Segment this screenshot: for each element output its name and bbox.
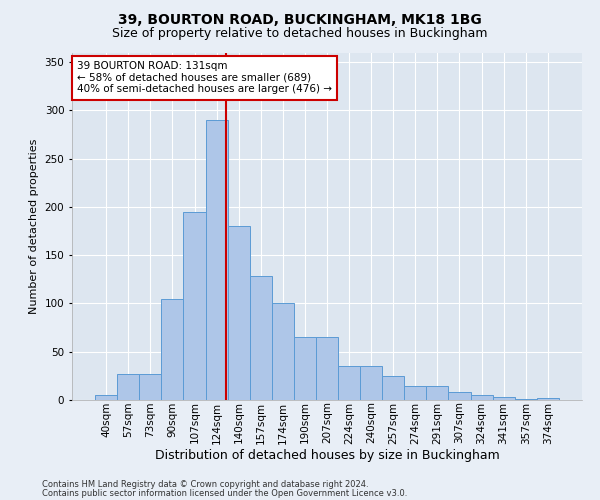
Bar	[427, 386, 448, 400]
Text: 39 BOURTON ROAD: 131sqm
← 58% of detached houses are smaller (689)
40% of semi-d: 39 BOURTON ROAD: 131sqm ← 58% of detache…	[77, 61, 332, 94]
Bar	[537, 398, 559, 400]
Bar	[382, 376, 404, 400]
Bar	[206, 120, 227, 400]
Text: 39, BOURTON ROAD, BUCKINGHAM, MK18 1BG: 39, BOURTON ROAD, BUCKINGHAM, MK18 1BG	[118, 12, 482, 26]
X-axis label: Distribution of detached houses by size in Buckingham: Distribution of detached houses by size …	[155, 449, 499, 462]
Bar	[250, 276, 272, 400]
Text: Contains HM Land Registry data © Crown copyright and database right 2024.: Contains HM Land Registry data © Crown c…	[42, 480, 368, 489]
Bar	[95, 395, 117, 400]
Bar	[470, 395, 493, 400]
Bar	[294, 338, 316, 400]
Y-axis label: Number of detached properties: Number of detached properties	[29, 138, 39, 314]
Bar	[515, 399, 537, 400]
Text: Size of property relative to detached houses in Buckingham: Size of property relative to detached ho…	[112, 28, 488, 40]
Bar	[360, 366, 382, 400]
Bar	[404, 386, 427, 400]
Bar	[338, 366, 360, 400]
Bar	[139, 374, 161, 400]
Bar	[117, 374, 139, 400]
Bar	[227, 226, 250, 400]
Bar	[272, 304, 294, 400]
Bar	[161, 298, 184, 400]
Bar	[184, 212, 206, 400]
Bar	[448, 392, 470, 400]
Bar	[493, 397, 515, 400]
Text: Contains public sector information licensed under the Open Government Licence v3: Contains public sector information licen…	[42, 488, 407, 498]
Bar	[316, 338, 338, 400]
